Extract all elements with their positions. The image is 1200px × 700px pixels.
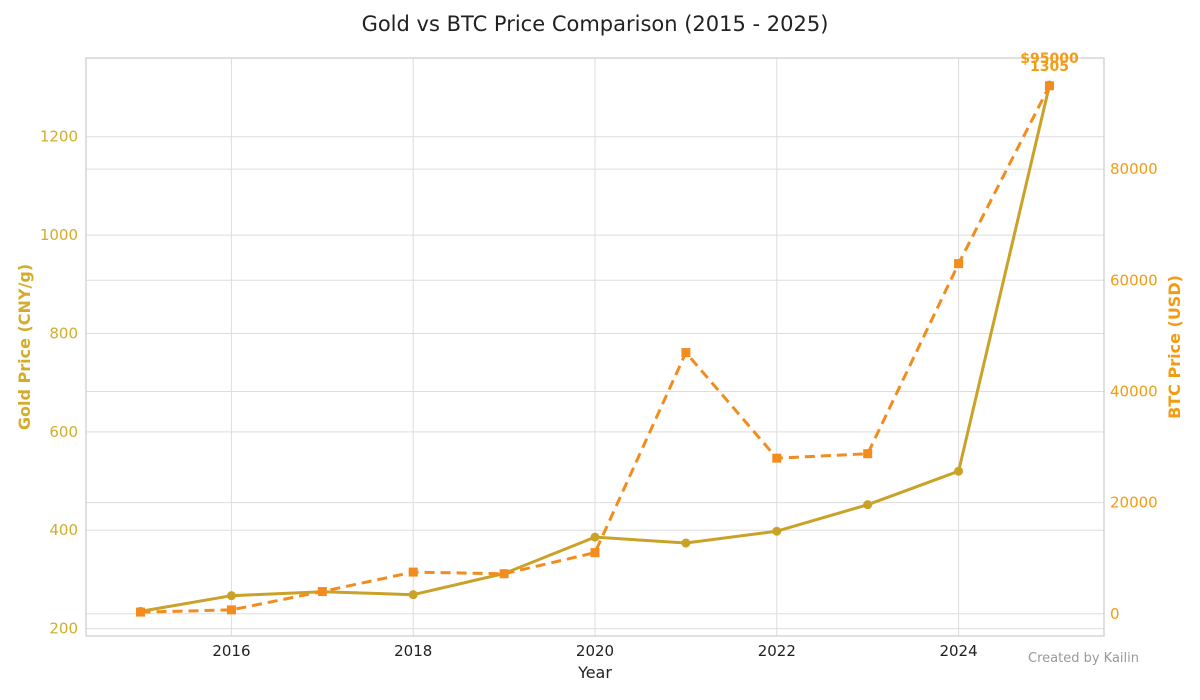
right-axis: 0 20000 40000 60000 80000: [1110, 160, 1158, 623]
chart-title: Gold vs BTC Price Comparison (2015 - 202…: [362, 12, 829, 36]
series-layer: [136, 80, 1054, 617]
gold-point: [226, 591, 236, 601]
btc-point: [590, 548, 600, 558]
btc-point: [863, 449, 873, 459]
btc-point: [226, 605, 236, 615]
left-tick-label: 600: [49, 423, 78, 441]
btc-point: [954, 259, 964, 269]
btc-point: [499, 569, 509, 579]
gold-point: [590, 532, 600, 542]
x-tick-label: 2022: [758, 642, 796, 660]
right-tick-label: 20000: [1110, 494, 1158, 512]
x-tick-label: 2020: [576, 642, 614, 660]
x-tick-label: 2018: [394, 642, 432, 660]
credit-text: Created by Kailin: [1028, 651, 1139, 666]
btc-point: [1044, 81, 1054, 91]
btc-data-label: $95000: [1020, 51, 1079, 67]
plot-frame: [85, 57, 1105, 637]
left-tick-label: 400: [49, 521, 78, 539]
btc-point: [408, 567, 418, 577]
right-tick-label: 80000: [1110, 160, 1158, 178]
gold-point: [681, 538, 691, 548]
gold-point: [408, 590, 418, 600]
grid: [86, 58, 1104, 636]
gold-data-label: 1305: [1030, 59, 1069, 75]
btc-series-line: [140, 85, 1051, 614]
right-tick-label: 60000: [1110, 271, 1158, 289]
x-axis-label: Year: [577, 663, 612, 682]
btc-point: [772, 453, 782, 463]
gold-point: [863, 500, 873, 510]
right-axis-label: BTC Price (USD): [1165, 275, 1184, 419]
gold-point: [772, 526, 782, 536]
right-tick-label: 40000: [1110, 382, 1158, 400]
btc-point: [136, 607, 146, 617]
btc-point: [317, 587, 327, 597]
gold-point: [954, 466, 964, 476]
left-tick-label: 800: [49, 324, 78, 342]
left-axis-label: Gold Price (CNY/g): [15, 264, 34, 430]
left-tick-label: 1000: [40, 226, 78, 244]
x-tick-label: 2016: [212, 642, 250, 660]
left-tick-label: 1200: [40, 128, 78, 146]
left-tick-label: 200: [49, 620, 78, 638]
btc-point: [681, 348, 691, 358]
x-tick-label: 2024: [939, 642, 977, 660]
right-tick-label: 0: [1110, 605, 1120, 623]
x-axis: 2016 2018 2020 2022 2024: [212, 642, 977, 660]
left-axis: 200 400 600 800 1000 1200: [40, 128, 78, 638]
